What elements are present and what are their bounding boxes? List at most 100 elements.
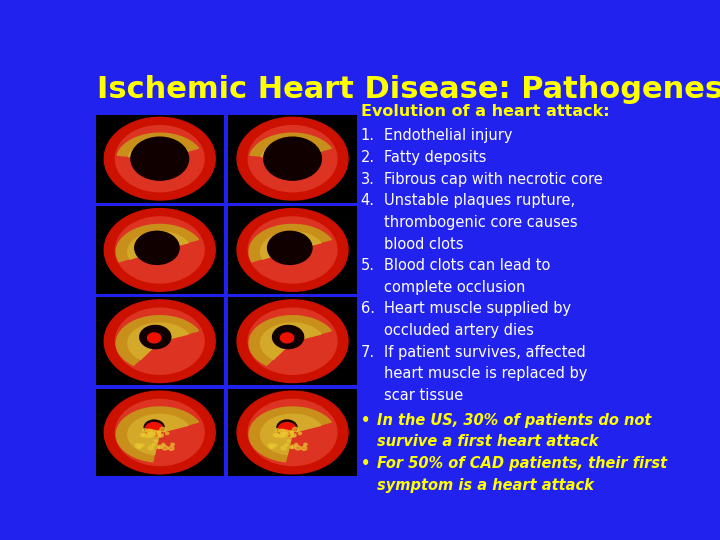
Circle shape [248, 308, 337, 374]
Circle shape [148, 446, 153, 450]
Circle shape [273, 326, 304, 349]
Circle shape [115, 126, 204, 192]
Text: •: • [361, 413, 370, 428]
Circle shape [152, 443, 156, 446]
Circle shape [248, 400, 337, 465]
Circle shape [237, 300, 348, 382]
Text: survive a first heart attack: survive a first heart attack [377, 435, 599, 449]
Circle shape [142, 434, 146, 437]
Circle shape [304, 443, 307, 446]
Polygon shape [249, 316, 331, 365]
Polygon shape [128, 414, 188, 455]
Circle shape [104, 208, 215, 291]
Circle shape [282, 433, 287, 437]
Circle shape [171, 443, 174, 446]
Polygon shape [249, 407, 331, 462]
Circle shape [148, 433, 153, 436]
Text: Endothelial injury: Endothelial injury [384, 129, 513, 144]
Circle shape [292, 427, 299, 432]
Circle shape [280, 333, 294, 343]
Circle shape [168, 446, 174, 450]
Circle shape [248, 217, 337, 283]
Polygon shape [261, 140, 321, 159]
Circle shape [237, 208, 348, 291]
Circle shape [298, 432, 302, 435]
Circle shape [290, 447, 293, 449]
Circle shape [268, 231, 312, 265]
Polygon shape [128, 140, 188, 159]
Circle shape [146, 429, 151, 433]
Circle shape [274, 444, 277, 446]
Circle shape [279, 429, 284, 433]
Polygon shape [261, 323, 321, 360]
Circle shape [141, 444, 144, 446]
Circle shape [162, 443, 165, 446]
Text: 7.: 7. [361, 345, 374, 360]
Circle shape [248, 126, 337, 192]
Text: In the US, 30% of patients do not: In the US, 30% of patients do not [377, 413, 652, 428]
Polygon shape [128, 323, 188, 360]
Text: 4.: 4. [361, 193, 374, 208]
Polygon shape [261, 414, 321, 455]
Text: Fibrous cap with necrotic core: Fibrous cap with necrotic core [384, 172, 603, 187]
Text: Ischemic Heart Disease: Pathogenesis: Ischemic Heart Disease: Pathogenesis [96, 75, 720, 104]
Text: blood clots: blood clots [384, 237, 464, 252]
Text: Evolution of a heart attack:: Evolution of a heart attack: [361, 104, 609, 119]
Circle shape [291, 435, 294, 437]
Circle shape [148, 429, 153, 434]
Circle shape [284, 430, 288, 433]
Circle shape [162, 446, 168, 450]
Circle shape [291, 445, 295, 448]
Circle shape [148, 433, 154, 437]
Circle shape [158, 431, 161, 434]
Polygon shape [116, 316, 199, 365]
Circle shape [135, 443, 140, 447]
Circle shape [154, 440, 157, 442]
Bar [96, 297, 224, 385]
Circle shape [146, 434, 151, 437]
Bar [96, 206, 224, 294]
Circle shape [283, 433, 288, 437]
Circle shape [104, 300, 215, 382]
Text: symptom is a heart attack: symptom is a heart attack [377, 478, 594, 492]
Text: 1.: 1. [361, 129, 374, 144]
Circle shape [160, 427, 166, 432]
Circle shape [143, 429, 146, 431]
Text: heart muscle is replaced by: heart muscle is replaced by [384, 366, 588, 381]
Text: 2.: 2. [361, 150, 374, 165]
Circle shape [159, 434, 163, 437]
Circle shape [275, 429, 279, 431]
Text: Fatty deposits: Fatty deposits [384, 150, 487, 165]
Bar [228, 297, 356, 385]
Circle shape [115, 217, 204, 283]
Circle shape [140, 434, 145, 436]
Polygon shape [128, 232, 188, 259]
Circle shape [150, 433, 156, 437]
Circle shape [277, 420, 297, 435]
Circle shape [280, 429, 286, 434]
Circle shape [158, 435, 161, 437]
Bar [228, 114, 356, 202]
Text: scar tissue: scar tissue [384, 388, 463, 403]
Circle shape [287, 440, 290, 442]
Bar [96, 388, 224, 476]
Circle shape [138, 444, 142, 448]
Circle shape [268, 443, 273, 447]
Circle shape [140, 326, 171, 349]
Circle shape [278, 423, 296, 436]
Circle shape [281, 433, 285, 436]
Circle shape [115, 400, 204, 465]
Circle shape [270, 444, 275, 448]
Circle shape [148, 333, 161, 343]
Circle shape [237, 117, 348, 200]
Text: 6.: 6. [361, 301, 374, 316]
Circle shape [135, 231, 179, 265]
Circle shape [285, 443, 288, 446]
Polygon shape [261, 232, 321, 259]
Circle shape [166, 432, 168, 435]
Circle shape [237, 391, 348, 474]
Circle shape [137, 446, 140, 449]
Polygon shape [116, 225, 199, 262]
Circle shape [104, 117, 215, 200]
Text: occluded artery dies: occluded artery dies [384, 323, 534, 338]
